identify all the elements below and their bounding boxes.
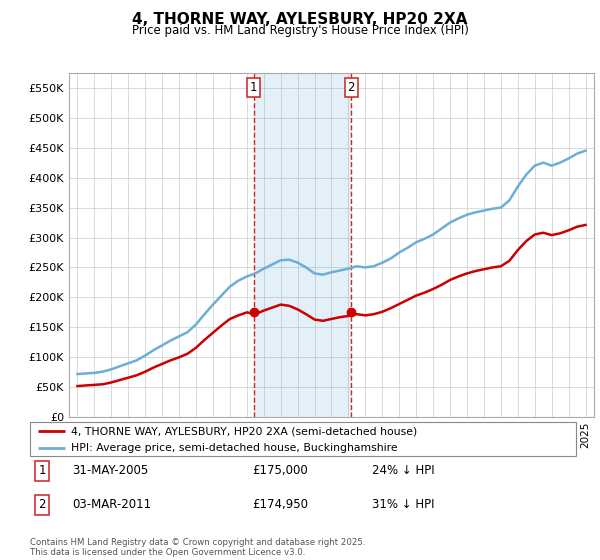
Text: 1: 1 bbox=[250, 81, 257, 95]
Text: 24% ↓ HPI: 24% ↓ HPI bbox=[372, 464, 434, 478]
Text: Price paid vs. HM Land Registry's House Price Index (HPI): Price paid vs. HM Land Registry's House … bbox=[131, 24, 469, 36]
Text: £175,000: £175,000 bbox=[252, 464, 308, 478]
Text: 4, THORNE WAY, AYLESBURY, HP20 2XA: 4, THORNE WAY, AYLESBURY, HP20 2XA bbox=[133, 12, 467, 27]
Text: 2: 2 bbox=[38, 498, 46, 511]
Bar bbox=[254, 73, 352, 417]
FancyBboxPatch shape bbox=[30, 422, 576, 456]
Text: 31% ↓ HPI: 31% ↓ HPI bbox=[372, 498, 434, 511]
Text: 31-MAY-2005: 31-MAY-2005 bbox=[72, 464, 148, 478]
Text: Contains HM Land Registry data © Crown copyright and database right 2025.
This d: Contains HM Land Registry data © Crown c… bbox=[30, 538, 365, 557]
Text: £174,950: £174,950 bbox=[252, 498, 308, 511]
Text: 1: 1 bbox=[38, 464, 46, 478]
Text: HPI: Average price, semi-detached house, Buckinghamshire: HPI: Average price, semi-detached house,… bbox=[71, 443, 398, 452]
Text: 03-MAR-2011: 03-MAR-2011 bbox=[72, 498, 151, 511]
Text: 4, THORNE WAY, AYLESBURY, HP20 2XA (semi-detached house): 4, THORNE WAY, AYLESBURY, HP20 2XA (semi… bbox=[71, 426, 417, 436]
Text: 2: 2 bbox=[347, 81, 355, 95]
